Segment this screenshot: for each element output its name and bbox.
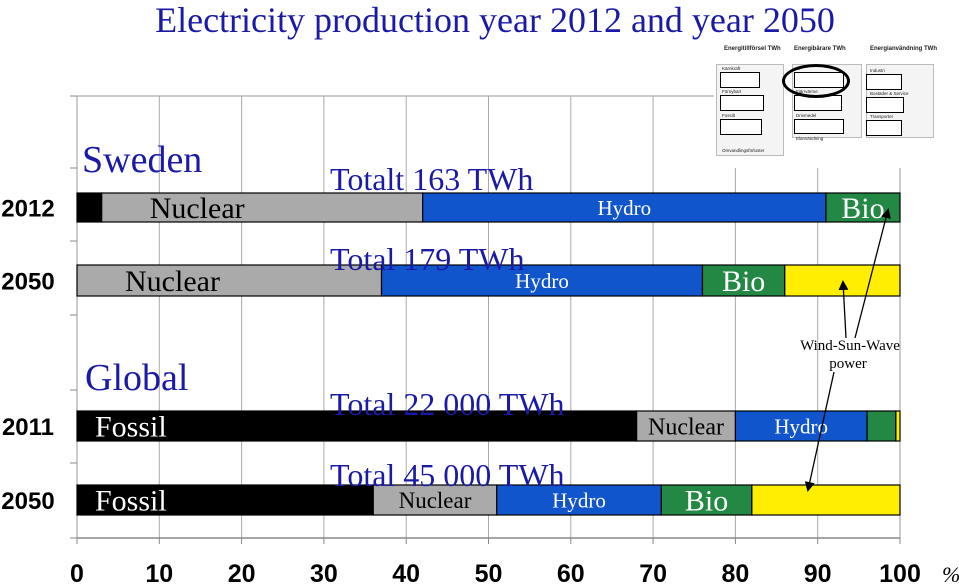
y-category-label: 2012 <box>1 196 54 223</box>
chart-axis: 0 10 20 30 40 50 60 70 80 90 100 % 2012 2050 2011 2050 <box>1 196 959 585</box>
row-total-label: Total 45 000 TWh <box>330 457 564 493</box>
inset-supply-item: Förnybart <box>722 89 742 94</box>
segment-label-nuclear: Nuclear <box>648 414 724 440</box>
chart-grid <box>70 95 901 539</box>
annotation-label: Wind-Sun-Wave <box>800 338 900 354</box>
segment-label-bio: Bio <box>841 192 884 225</box>
inset-use-item: Industri <box>870 68 885 73</box>
segment-label-fossil: Fossil <box>95 485 167 518</box>
annotation-arrow <box>804 371 835 492</box>
bar-segment-hydro <box>422 192 827 223</box>
bar-segment-bio <box>866 410 897 442</box>
x-tick-label: 10 <box>145 560 173 585</box>
bar-segment-bio <box>701 264 786 297</box>
bar-segment-hydro <box>380 264 704 297</box>
y-category-label: 2050 <box>1 269 54 296</box>
segment-label-hydro: Hydro <box>552 488 606 512</box>
segment-label-fossil: Fossil <box>95 411 167 444</box>
row-total-label: Total 179 TWh <box>330 241 524 277</box>
inset-carrier-item: Elanvändning <box>796 136 824 141</box>
x-tick-label: 40 <box>392 560 420 585</box>
annotation-arrow <box>854 208 891 339</box>
x-tick-label: 20 <box>228 560 256 585</box>
group-label: Sweden <box>82 139 202 181</box>
group-label: Global <box>85 357 188 399</box>
row-total-label: Total 22 000 TWh <box>330 386 564 422</box>
x-tick-label: 80 <box>721 560 749 585</box>
segment-label-hydro: Hydro <box>774 414 828 438</box>
bar-segment-wind_sun_wave <box>751 484 901 516</box>
chart-annotations: Wind-Sun-Wave power <box>800 208 900 492</box>
x-unit-label: % <box>942 562 959 585</box>
bar-segment-nuclear <box>372 484 498 516</box>
annotation-label: power <box>829 356 867 372</box>
bar-segment-fossil <box>76 192 103 223</box>
inset-carrier-item: Drivmedel <box>796 113 817 118</box>
x-tick-label: 30 <box>310 560 338 585</box>
energy-flow-inset: Energitillförsel TWh Energibärare TWh En… <box>714 44 958 168</box>
row-total-label: Totalt 163 TWh <box>330 161 533 197</box>
y-category-label: 2050 <box>1 488 54 515</box>
x-tick-label: 70 <box>639 560 667 585</box>
bar-segment-fossil <box>76 410 638 442</box>
bar-segment-nuclear <box>76 264 383 297</box>
bar-segment-nuclear <box>101 192 424 223</box>
segment-label-hydro: Hydro <box>597 196 651 220</box>
chart-labels: Sweden Totalt 163 TWh Nuclear Hydro Bio Total… <box>82 139 885 518</box>
inset-col-title-supply: Energitillförsel TWh <box>724 46 781 52</box>
inset-supply-item: Omvandlingsförluster <box>722 148 765 153</box>
segment-label-bio: Bio <box>722 265 765 298</box>
bar-segment-fossil <box>76 484 374 516</box>
x-tick-label: 100 <box>879 560 921 585</box>
inset-col-title-carriers: Energibärare TWh <box>794 46 846 52</box>
chart-title: Electricity production year 2012 and yea… <box>155 0 835 40</box>
segment-label-nuclear: Nuclear <box>399 488 472 513</box>
segment-label-hydro: Hydro <box>515 269 569 293</box>
inset-supply-item: Kärnkraft <box>722 66 741 71</box>
inset-use-item: Transporter <box>870 114 894 119</box>
annotation-arrow <box>838 280 849 339</box>
bar-segment-wind_sun_wave <box>784 264 901 297</box>
x-tick-label: 0 <box>70 560 84 585</box>
highlight-circle <box>782 64 850 98</box>
x-tick-label: 60 <box>557 560 585 585</box>
inset-use-item: Bostäder & Service <box>870 91 909 96</box>
chart-bars <box>76 192 901 516</box>
inset-supply-item: Fossilt <box>722 113 736 118</box>
x-tick-label: 50 <box>475 560 503 585</box>
x-tick-label: 90 <box>804 560 832 585</box>
bar-segment-hydro <box>496 484 662 516</box>
segment-label-bio: Bio <box>685 485 728 518</box>
segment-label-nuclear: Nuclear <box>150 192 245 225</box>
y-category-label: 2011 <box>2 414 54 441</box>
bar-segment-nuclear <box>636 410 737 442</box>
inset-col-title-use: Energianvändning TWh <box>870 46 937 52</box>
segment-label-nuclear: Nuclear <box>125 265 220 298</box>
bar-segment-wind_sun_wave <box>895 410 901 442</box>
